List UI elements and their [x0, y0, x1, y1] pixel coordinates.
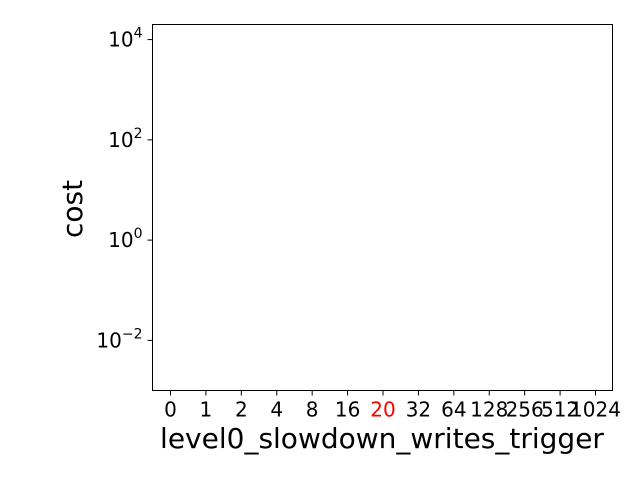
x-tick-label: 8	[306, 398, 319, 422]
x-tick-label: 256	[506, 398, 544, 422]
y-axis-ticks: 10−2 100 102 104	[96, 26, 153, 352]
y-tick-label: 100	[108, 226, 142, 252]
x-tick-label: 1024	[570, 398, 621, 422]
y-axis-label: cost	[56, 180, 89, 238]
x-axis-label: level0_slowdown_writes_trigger	[160, 422, 604, 455]
y-tick-label: 10−2	[96, 326, 142, 352]
x-tick-label: 4	[270, 398, 283, 422]
x-tick-label: 32	[406, 398, 431, 422]
x-tick-label: 1	[200, 398, 213, 422]
y-tick-label: 102	[108, 126, 142, 152]
plot-area-frame	[152, 24, 613, 391]
x-tick-label: 2	[235, 398, 248, 422]
x-tick-label: 16	[335, 398, 360, 422]
x-tick-label: 64	[441, 398, 466, 422]
x-tick-label: 512	[541, 398, 579, 422]
x-tick-label: 128	[470, 398, 508, 422]
y-tick-label: 104	[108, 26, 142, 52]
x-tick-label: 0	[164, 398, 177, 422]
x-tick-label: 20	[370, 398, 395, 422]
